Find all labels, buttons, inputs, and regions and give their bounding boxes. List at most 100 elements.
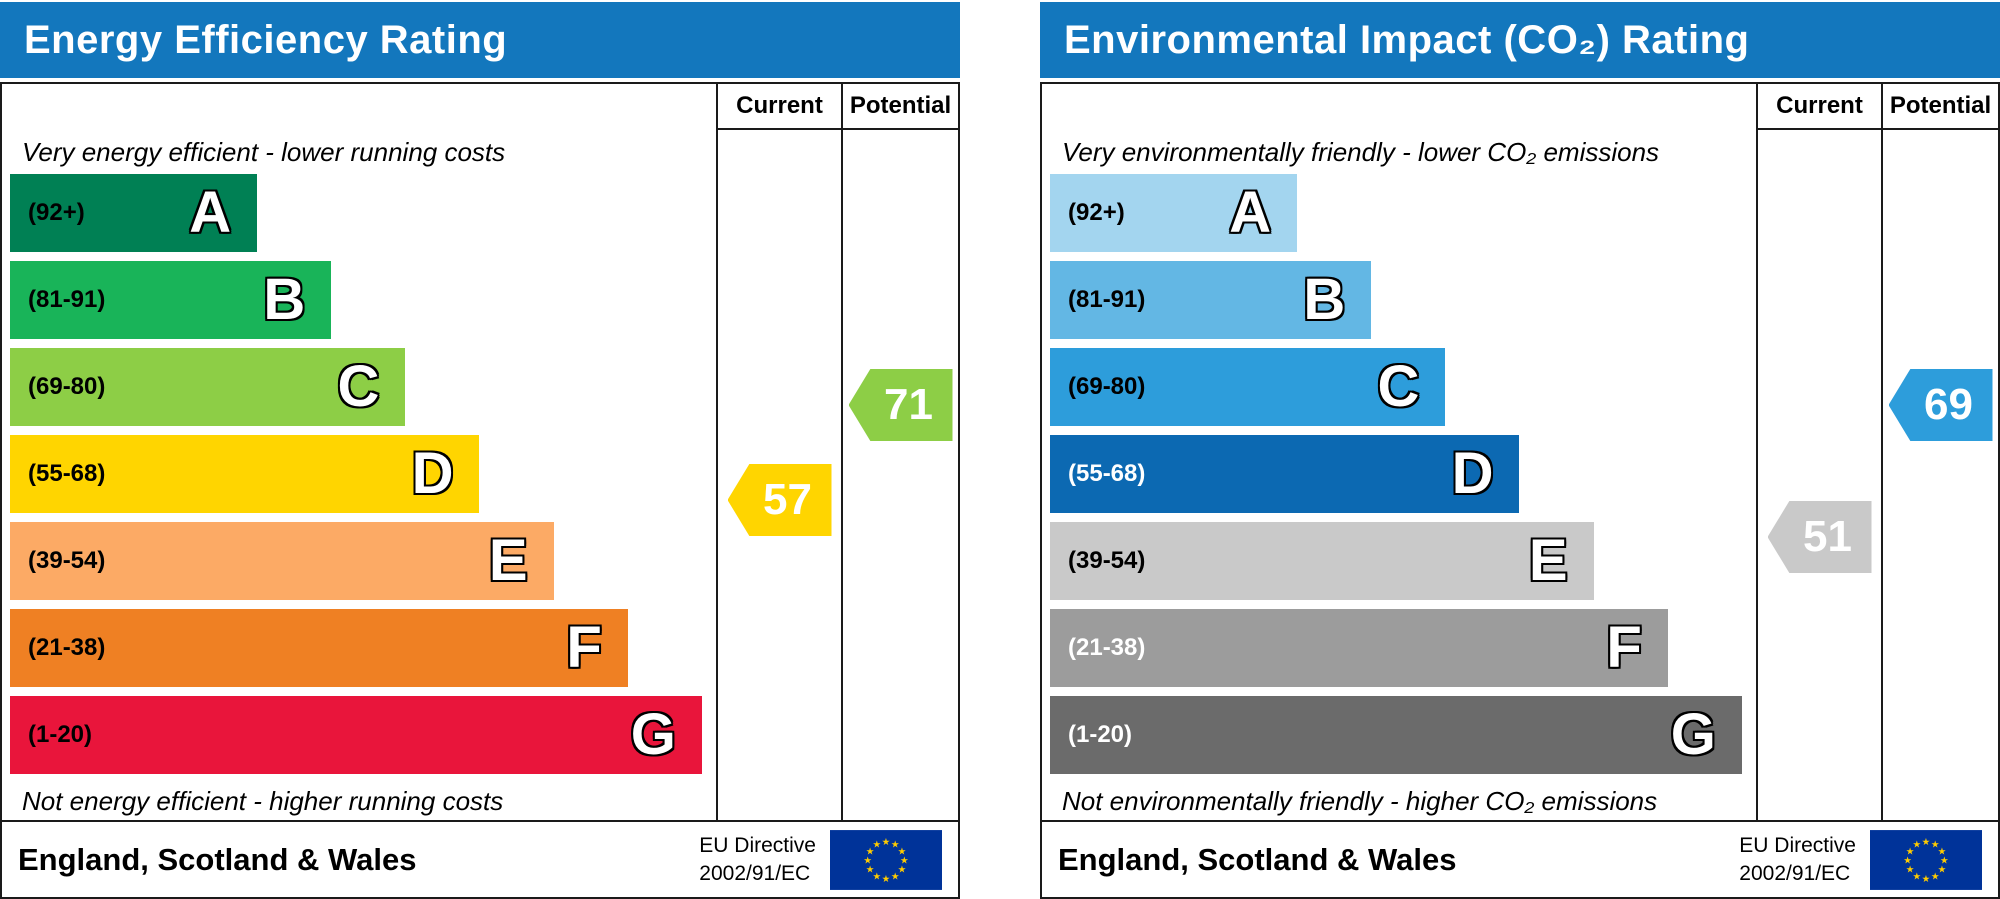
svg-text:★: ★	[1938, 846, 1947, 857]
environmental-impact-panel: Environmental Impact (CO₂) Rating Very e…	[1040, 2, 2000, 899]
energy-current-rating-value: 57	[763, 475, 812, 524]
svg-text:★: ★	[891, 839, 900, 850]
eu-directive-label: EU Directive 2002/91/EC	[699, 832, 830, 887]
band-row-d: (55-68) D	[10, 435, 480, 513]
svg-text:★: ★	[866, 864, 875, 875]
band-range-label: (69-80)	[1068, 373, 1146, 400]
potential-column-header: Potential	[1883, 84, 1998, 130]
co2-chart-footer: England, Scotland & Wales EU Directive 2…	[1040, 820, 2000, 899]
co2-chart-body: Very environmentally friendly - lower CO…	[1040, 82, 2000, 822]
current-column-header: Current	[718, 84, 841, 130]
svg-text:★: ★	[1938, 864, 1947, 875]
band-letter: A	[1229, 180, 1272, 245]
svg-text:★: ★	[1906, 846, 1915, 857]
eu-directive-line1: EU Directive	[699, 834, 816, 858]
co2-potential-rating-value: 69	[1924, 380, 1973, 429]
band-row-b: (81-91) B	[1050, 261, 1372, 339]
band-row-a: (92+) A	[10, 174, 258, 252]
band-range-label: (69-80)	[28, 373, 106, 400]
band-letter: E	[1528, 528, 1568, 593]
svg-text:★: ★	[882, 873, 891, 884]
energy-bottom-note: Not energy efficient - higher running co…	[22, 785, 504, 816]
band-row-d: (55-68) D	[1050, 435, 1520, 513]
energy-potential-column: Potential 71	[841, 84, 958, 820]
svg-text:★: ★	[872, 839, 881, 850]
band-letter: B	[1303, 267, 1346, 332]
band-range-label: (81-91)	[28, 286, 106, 313]
co2-current-rating-value: 51	[1803, 512, 1852, 561]
eu-flag-icon: ★ ★ ★ ★ ★ ★ ★ ★ ★ ★ ★ ★	[1870, 829, 1982, 890]
region-label: England, Scotland & Wales	[18, 841, 417, 877]
band-letter: F	[566, 615, 602, 680]
energy-current-column: Current 57	[716, 84, 841, 820]
svg-text:★: ★	[872, 871, 881, 882]
band-letter: C	[1377, 354, 1420, 419]
band-range-label: (39-54)	[1068, 547, 1146, 574]
energy-current-rating-pointer: 57	[727, 464, 832, 536]
band-row-g: (1-20) G	[10, 696, 702, 774]
band-row-g: (1-20) G	[1050, 696, 1742, 774]
energy-top-note: Very energy efficient - lower running co…	[22, 136, 506, 167]
co2-potential-rating-pointer: 69	[1888, 369, 1993, 441]
co2-current-rating-pointer: 51	[1767, 501, 1872, 573]
eu-directive-line2: 2002/91/EC	[1739, 861, 1851, 885]
band-range-label: (21-38)	[1068, 634, 1146, 661]
energy-chart-body: Very energy efficient - lower running co…	[0, 82, 960, 822]
band-range-label: (21-38)	[28, 634, 106, 661]
energy-bars-area: Very energy efficient - lower running co…	[2, 84, 716, 820]
band-letter: B	[263, 267, 306, 332]
svg-text:★: ★	[866, 846, 875, 857]
svg-text:★: ★	[898, 864, 907, 875]
band-row-b: (81-91) B	[10, 261, 332, 339]
band-range-label: (55-68)	[28, 460, 106, 487]
band-range-label: (92+)	[1068, 199, 1125, 226]
co2-current-column: Current 51	[1756, 84, 1881, 820]
energy-chart-title: Energy Efficiency Rating	[0, 2, 960, 78]
band-range-label: (1-20)	[28, 721, 93, 748]
co2-bottom-note: Not environmentally friendly - higher CO…	[1062, 785, 1658, 816]
co2-potential-column: Potential 69	[1881, 84, 1998, 820]
svg-text:★: ★	[1912, 839, 1921, 850]
current-column-header: Current	[1758, 84, 1881, 130]
co2-bands: (92+) A (81-91) B (69-80) C (55-68) D	[1042, 174, 1756, 774]
svg-text:★: ★	[1912, 871, 1921, 882]
band-letter: G	[630, 702, 676, 767]
band-row-a: (92+) A	[1050, 174, 1298, 252]
energy-efficiency-panel: Energy Efficiency Rating Very energy eff…	[0, 2, 960, 899]
band-letter: E	[488, 528, 528, 593]
band-range-label: (39-54)	[28, 547, 106, 574]
band-row-e: (39-54) E	[10, 522, 554, 600]
svg-text:★: ★	[863, 855, 872, 866]
band-letter: D	[411, 441, 454, 506]
band-row-c: (69-80) C	[1050, 348, 1446, 426]
energy-bands: (92+) A (81-91) B (69-80) C (55-68) D	[2, 174, 716, 774]
eu-directive-line1: EU Directive	[1739, 834, 1856, 858]
potential-column-header: Potential	[843, 84, 958, 130]
band-letter: F	[1606, 615, 1642, 680]
svg-text:★: ★	[1922, 837, 1931, 848]
svg-text:★: ★	[1922, 873, 1931, 884]
energy-potential-rating-pointer: 71	[848, 369, 953, 441]
band-range-label: (81-91)	[1068, 286, 1146, 313]
band-range-label: (55-68)	[1068, 460, 1146, 487]
eu-flag-icon: ★ ★ ★ ★ ★ ★ ★ ★ ★ ★ ★ ★	[830, 829, 942, 890]
band-range-label: (92+)	[28, 199, 85, 226]
band-letter: C	[337, 354, 380, 419]
band-range-label: (1-20)	[1068, 721, 1133, 748]
energy-chart-footer: England, Scotland & Wales EU Directive 2…	[0, 820, 960, 899]
eu-directive-line2: 2002/91/EC	[699, 861, 811, 885]
band-letter: D	[1451, 441, 1494, 506]
region-label: England, Scotland & Wales	[1058, 841, 1457, 877]
band-row-c: (69-80) C	[10, 348, 406, 426]
band-letter: G	[1670, 702, 1716, 767]
energy-potential-rating-value: 71	[884, 380, 933, 429]
co2-chart-title: Environmental Impact (CO₂) Rating	[1040, 2, 2000, 78]
svg-text:★: ★	[898, 846, 907, 857]
eu-directive-label: EU Directive 2002/91/EC	[1739, 832, 1870, 887]
co2-top-note: Very environmentally friendly - lower CO…	[1062, 136, 1660, 167]
svg-text:★: ★	[891, 871, 900, 882]
band-row-f: (21-38) F	[10, 609, 628, 687]
svg-text:★: ★	[882, 837, 891, 848]
band-row-f: (21-38) F	[1050, 609, 1668, 687]
